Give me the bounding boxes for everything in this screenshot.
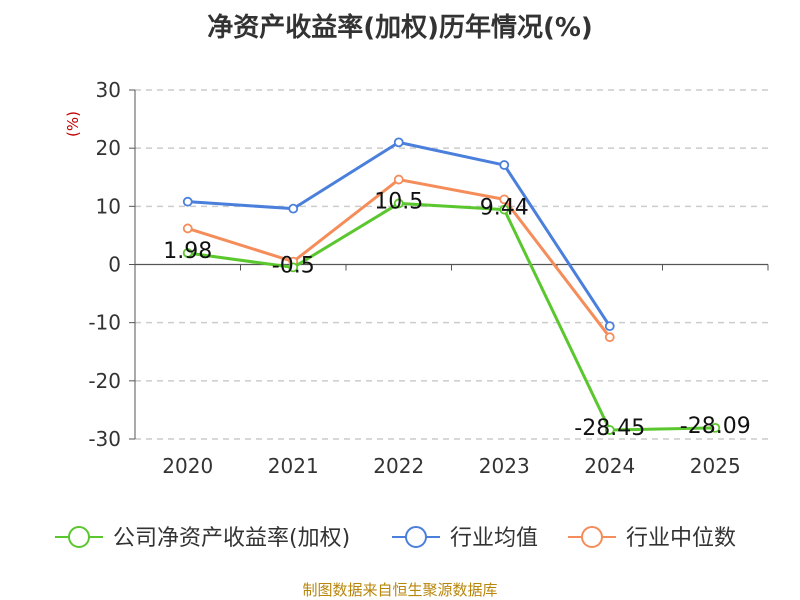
legend-swatch-marker — [68, 526, 90, 548]
source-note: 制图数据来自恒生聚源数据库 — [302, 581, 497, 599]
data-point[interactable] — [499, 194, 510, 205]
legend-item-1[interactable]: 行业均值 — [392, 526, 538, 551]
data-label: 9.44 — [480, 196, 529, 221]
data-labels: 1.98 -0.5 10.5 9.44 -28.45 -28.09 — [163, 189, 750, 441]
y-axis-label: (%) — [64, 111, 82, 137]
legend-label: 行业均值 — [450, 526, 538, 551]
axes: 30 20 10 0 -10 -20 -30 2020 2021 2022 2023 2024 2025 — [88, 78, 769, 478]
legend[interactable]: 公司净资产收益率(加权) 行业均值 行业中位数 — [55, 526, 736, 551]
y-tick-label: 0 — [108, 253, 121, 277]
data-point[interactable] — [182, 223, 193, 234]
data-label: -0.5 — [272, 253, 315, 278]
legend-label: 公司净资产收益率(加权) — [113, 526, 350, 551]
data-point[interactable] — [604, 332, 615, 343]
data-point[interactable] — [499, 204, 510, 215]
data-point[interactable] — [604, 321, 615, 332]
y-tick-label: 20 — [96, 136, 121, 160]
data-point[interactable] — [288, 203, 299, 214]
data-point[interactable] — [393, 198, 404, 209]
x-tick-label: 2021 — [268, 454, 319, 478]
legend-label: 行业中位数 — [626, 526, 736, 551]
y-tick-label: -30 — [88, 427, 121, 451]
data-point[interactable] — [604, 425, 615, 435]
data-point[interactable] — [288, 262, 299, 273]
x-tick-label: 2023 — [479, 454, 530, 478]
series-line-0 — [187, 201, 716, 432]
data-label: -28.45 — [574, 416, 645, 441]
data-point[interactable] — [393, 137, 404, 148]
legend-swatch-marker — [581, 526, 603, 548]
data-point[interactable] — [393, 174, 404, 185]
legend-item-2[interactable]: 行业中位数 — [568, 526, 736, 551]
y-tick-label: -20 — [88, 369, 121, 393]
data-label: 1.98 — [163, 239, 212, 264]
data-point[interactable] — [182, 196, 193, 207]
chart-title: 净资产收益率(加权)历年情况(%) — [207, 12, 593, 43]
series-group — [182, 137, 721, 435]
data-point[interactable] — [710, 422, 721, 433]
legend-item-0[interactable]: 公司净资产收益率(加权) — [55, 526, 350, 551]
x-tick-label: 2024 — [584, 454, 635, 478]
data-point[interactable] — [182, 248, 193, 258]
x-tick-label: 2020 — [162, 454, 213, 478]
data-point[interactable] — [499, 160, 510, 170]
x-tick-label: 2022 — [373, 454, 424, 478]
data-label: 10.5 — [374, 189, 423, 214]
y-tick-label: 30 — [96, 78, 121, 102]
y-tick-label: 10 — [96, 194, 121, 218]
x-tick-label: 2025 — [690, 454, 741, 478]
data-label: -28.09 — [680, 414, 751, 439]
legend-swatch-marker — [405, 526, 427, 548]
y-tick-label: -10 — [88, 311, 121, 335]
